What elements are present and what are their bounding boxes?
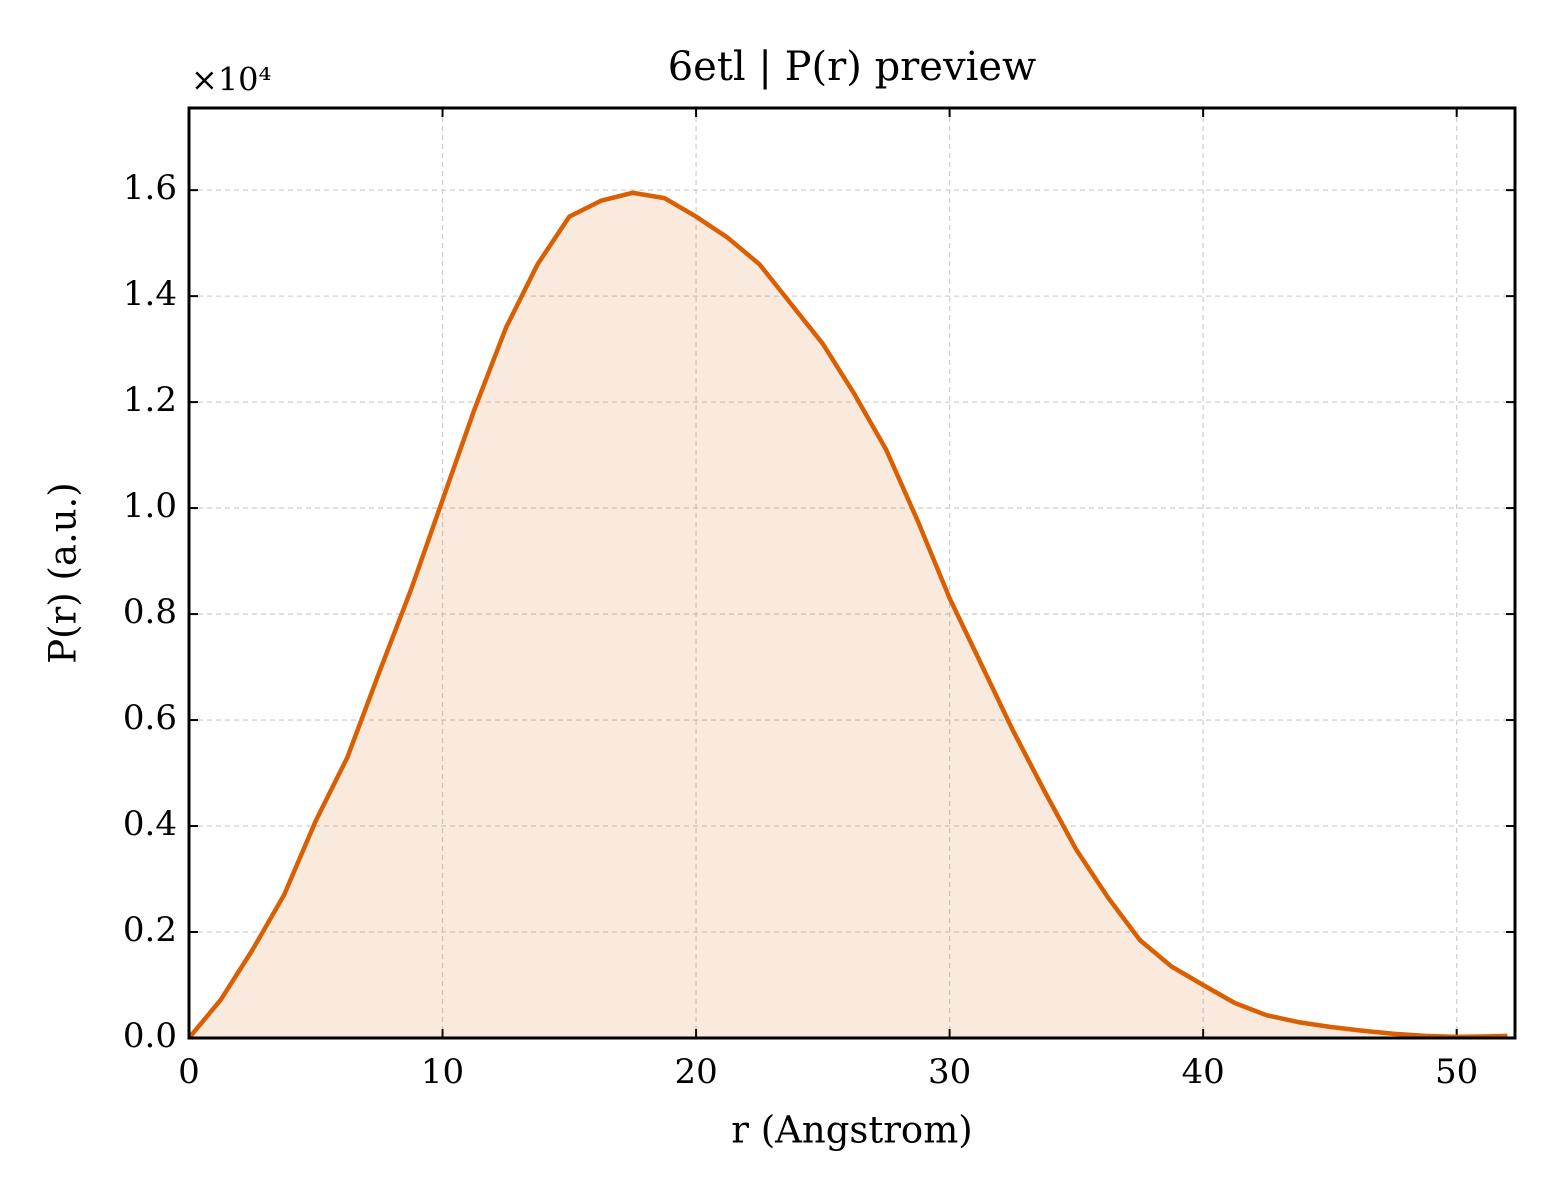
x-tick-label: 50 <box>1435 1052 1478 1092</box>
y-axis-label: P(r) (a.u.) <box>42 482 85 664</box>
y-tick-label: 1.2 <box>123 380 177 420</box>
y-tick-label: 1.0 <box>123 486 177 526</box>
x-tick-label: 20 <box>674 1052 717 1092</box>
x-tick-label: 30 <box>928 1052 971 1092</box>
x-tick-label: 40 <box>1182 1052 1225 1092</box>
y-tick-label: 1.6 <box>123 168 177 208</box>
plot-frame <box>187 106 1517 1040</box>
y-tick-label: 0.8 <box>123 592 177 632</box>
line <box>187 190 1508 1040</box>
x-tick-label: 0 <box>178 1052 200 1092</box>
chart-title: 6etl | P(r) preview <box>668 44 1037 90</box>
y-tick-label: 0.6 <box>123 698 177 738</box>
x-axis-label: r (Angstrom) <box>731 1109 972 1152</box>
y-tick-label: 0.2 <box>123 910 177 950</box>
y-offset-label: ×10⁴ <box>191 61 271 99</box>
area-fill <box>189 192 1508 1039</box>
y-tick-label: 0.4 <box>123 804 177 844</box>
y-tick-label: 1.4 <box>123 274 177 314</box>
x-tick-label: 10 <box>421 1052 464 1092</box>
y-tick-label: 0.0 <box>123 1016 177 1056</box>
